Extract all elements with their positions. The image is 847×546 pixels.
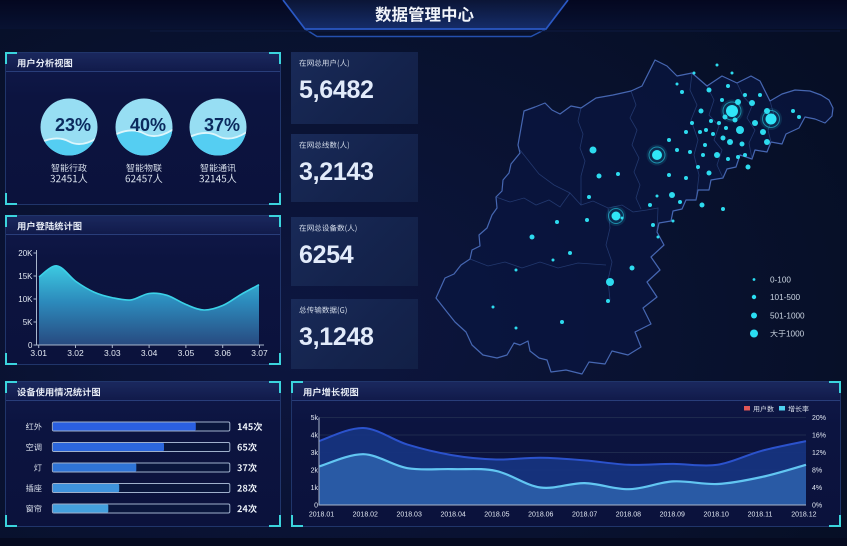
svg-text:4k: 4k <box>311 433 319 440</box>
svg-text:2018.04: 2018.04 <box>440 512 465 519</box>
svg-text:2018.11: 2018.11 <box>748 512 773 519</box>
svg-text:3.07: 3.07 <box>251 348 268 358</box>
svg-text:3.06: 3.06 <box>214 348 231 358</box>
svg-text:3.03: 3.03 <box>104 348 121 358</box>
svg-text:2018.06: 2018.06 <box>528 512 553 519</box>
svg-text:2k: 2k <box>311 468 319 475</box>
svg-text:0-100: 0-100 <box>770 275 791 284</box>
svg-text:2018.02: 2018.02 <box>353 512 378 519</box>
svg-text:4%: 4% <box>812 485 822 492</box>
svg-text:12%: 12% <box>812 450 826 457</box>
svg-text:2018.10: 2018.10 <box>704 512 729 519</box>
svg-text:2018.01: 2018.01 <box>309 512 334 519</box>
svg-text:5k: 5k <box>311 415 319 422</box>
svg-text:2018.07: 2018.07 <box>572 512 597 519</box>
svg-text:1k: 1k <box>311 485 319 492</box>
svg-text:8%: 8% <box>812 468 822 475</box>
svg-text:16%: 16% <box>812 433 826 440</box>
svg-text:3.02: 3.02 <box>67 348 84 358</box>
svg-text:0%: 0% <box>812 503 822 510</box>
svg-text:3.04: 3.04 <box>141 348 158 358</box>
svg-text:0: 0 <box>314 503 318 510</box>
svg-text:5K: 5K <box>23 318 33 327</box>
svg-text:101-500: 101-500 <box>770 293 800 302</box>
svg-text:15K: 15K <box>18 272 33 281</box>
svg-text:0: 0 <box>28 341 33 350</box>
svg-text:1000: 1000 <box>786 330 805 339</box>
svg-text:20K: 20K <box>18 249 33 258</box>
svg-text:3.05: 3.05 <box>178 348 195 358</box>
svg-text:2018.09: 2018.09 <box>660 512 685 519</box>
svg-text:2018.03: 2018.03 <box>397 512 422 519</box>
svg-text:501-1000: 501-1000 <box>770 311 805 320</box>
svg-text:3.01: 3.01 <box>30 348 47 358</box>
svg-text:3k: 3k <box>311 450 319 457</box>
svg-text:10K: 10K <box>18 295 33 304</box>
svg-text:2018.12: 2018.12 <box>791 512 816 519</box>
svg-text:20%: 20% <box>812 415 826 422</box>
svg-text:2018.05: 2018.05 <box>484 512 509 519</box>
svg-text:2018.08: 2018.08 <box>616 512 641 519</box>
